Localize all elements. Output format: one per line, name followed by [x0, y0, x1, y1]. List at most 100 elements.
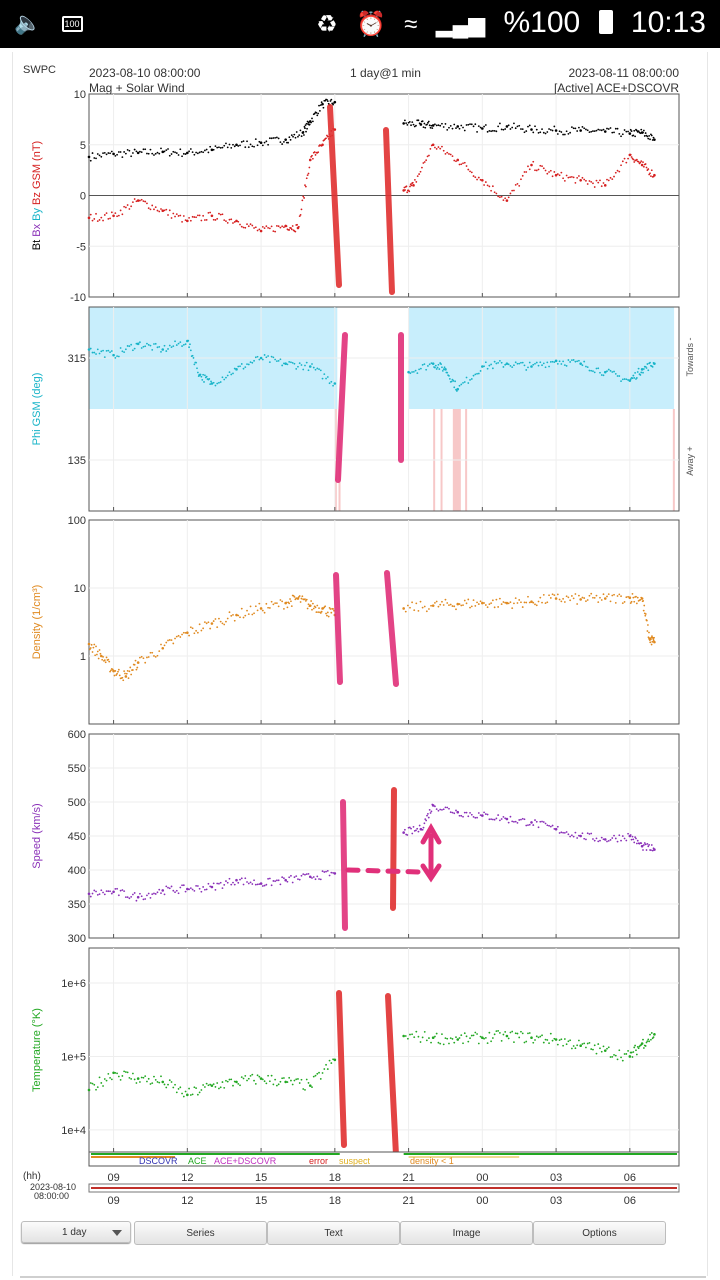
options-button[interactable]: Options [533, 1221, 666, 1245]
data-dot [426, 123, 428, 126]
data-dot [479, 370, 482, 372]
data-dot [304, 600, 307, 602]
data-dot [319, 878, 322, 881]
legend-item-2: ACE [188, 1156, 207, 1166]
y-tick-label: 300 [68, 933, 86, 945]
data-dot [453, 605, 456, 608]
data-dot [549, 361, 552, 363]
data-dot [651, 849, 654, 852]
data-dot [292, 135, 294, 138]
data-dot [535, 820, 538, 823]
data-dot [417, 609, 420, 612]
data-dot [463, 599, 466, 602]
data-dot [96, 653, 98, 656]
data-dot [460, 1034, 463, 1037]
data-dot [623, 837, 626, 840]
data-dot [293, 595, 296, 598]
data-dot [223, 1086, 226, 1089]
data-dot [305, 361, 308, 364]
data-dot [479, 178, 482, 181]
data-dot [627, 595, 629, 598]
data-dot [226, 221, 229, 224]
data-dot [513, 122, 515, 125]
data-point [308, 365, 312, 368]
data-dot [553, 125, 556, 128]
data-dot [298, 1082, 301, 1084]
data-dot [98, 154, 101, 157]
data-dot [101, 658, 104, 661]
data-dot [486, 367, 489, 370]
data-dot [542, 1041, 545, 1044]
data-dot [290, 227, 292, 229]
data-dot [527, 366, 529, 369]
data-dot [462, 604, 464, 607]
data-dot [277, 1083, 280, 1086]
data-dot [113, 674, 116, 677]
data-dot [205, 219, 208, 221]
range-select[interactable]: 1 day [21, 1221, 131, 1243]
data-dot [200, 219, 203, 222]
series-button[interactable]: Series [134, 1221, 267, 1245]
y-axis-label-part: Bt [31, 240, 43, 250]
data-dot [590, 130, 593, 133]
data-point [653, 1033, 656, 1036]
data-point [87, 155, 91, 159]
data-point [210, 148, 214, 152]
data-dot [532, 601, 535, 604]
data-dot [318, 104, 320, 107]
data-dot [642, 129, 645, 132]
data-dot [318, 1071, 320, 1074]
data-dot [632, 596, 635, 599]
image-button[interactable]: Image [400, 1221, 533, 1245]
text-button[interactable]: Text [267, 1221, 400, 1245]
data-dot [202, 627, 205, 630]
y-tick-label: 550 [68, 763, 86, 775]
data-dot [502, 128, 505, 131]
data-dot [541, 128, 543, 131]
data-dot [208, 377, 211, 380]
data-point [161, 209, 165, 213]
data-dot [270, 225, 273, 228]
data-point [87, 216, 91, 220]
data-dot [462, 1042, 464, 1045]
data-dot [320, 610, 323, 613]
data-dot [92, 646, 95, 649]
data-dot [413, 1036, 416, 1039]
data-dot [551, 824, 554, 827]
data-dot [495, 598, 498, 601]
data-dot [595, 179, 598, 182]
data-dot [121, 213, 124, 216]
data-dot [430, 810, 433, 813]
data-dot [592, 370, 594, 373]
data-dot [537, 600, 540, 603]
data-dot [249, 881, 252, 884]
data-dot [219, 620, 222, 623]
data-dot [574, 1047, 577, 1050]
data-dot [232, 1084, 234, 1087]
data-dot [195, 216, 198, 219]
data-dot [600, 599, 603, 601]
data-dot [648, 843, 651, 846]
data-dot [319, 1078, 322, 1080]
data-dot [497, 361, 500, 364]
data-point [579, 129, 582, 132]
data-dot [124, 672, 126, 675]
data-dot [642, 161, 644, 164]
data-dot [643, 842, 646, 844]
data-dot [116, 153, 118, 156]
data-dot [110, 350, 113, 352]
data-point [554, 129, 558, 132]
data-point [603, 1049, 607, 1052]
data-dot [532, 1041, 535, 1044]
data-dot [116, 1072, 118, 1075]
data-dot [324, 605, 327, 608]
data-dot [467, 1040, 470, 1043]
data-dot [258, 358, 261, 361]
data-dot [203, 621, 206, 624]
data-dot [570, 595, 573, 597]
data-point [456, 1038, 460, 1041]
data-dot [151, 152, 154, 155]
data-dot [423, 122, 426, 125]
data-dot [560, 600, 563, 603]
data-dot [541, 165, 543, 168]
